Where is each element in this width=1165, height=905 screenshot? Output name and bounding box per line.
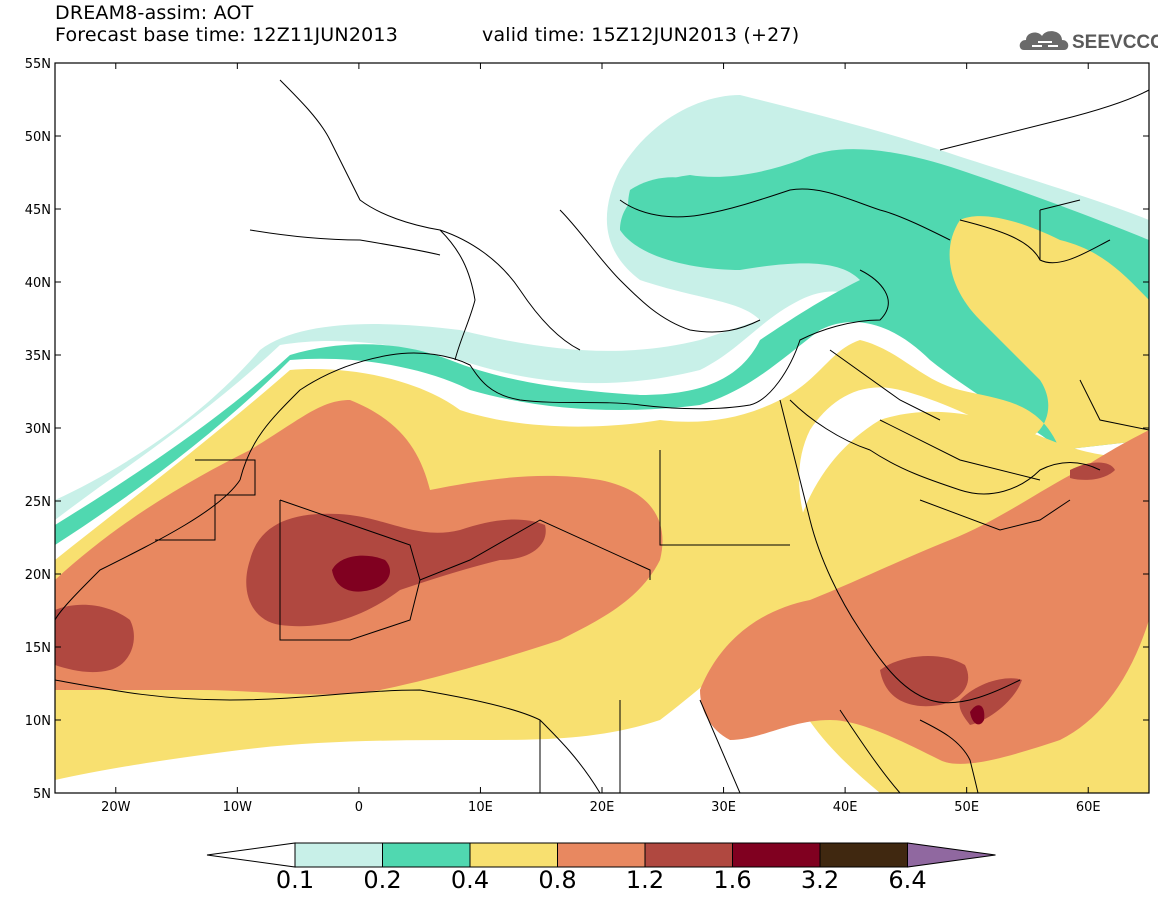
lat-label: 30N <box>25 422 51 437</box>
valid-time: valid time: 15Z12JUN2013 (+27) <box>482 24 800 46</box>
lat-label: 5N <box>33 787 51 802</box>
logo-text: SEEVCCC <box>1072 32 1158 53</box>
colorbar-label: 0.4 <box>450 866 490 894</box>
aot-contour-1.2-west <box>55 604 134 673</box>
aot-contour-1.6 <box>332 555 390 592</box>
forecast-base-time: Forecast base time: 12Z11JUN2013 <box>55 24 398 46</box>
lon-label: 40E <box>833 800 858 815</box>
chart-title: DREAM8-assim: AOT <box>55 2 254 24</box>
aot-contour-1.2-yemen <box>880 655 969 707</box>
lat-label: 15N <box>25 641 51 656</box>
lon-label: 10W <box>223 800 253 815</box>
colorbar-label: 1.2 <box>625 866 665 894</box>
aot-contour-0.2 <box>55 149 1149 545</box>
aot-contour-1.2 <box>246 513 546 627</box>
lat-label: 20N <box>25 568 51 583</box>
lat-axis: 55N 50N 45N 40N 35N 30N 25N 20N 15N 10N 5N <box>25 57 1149 802</box>
lon-label: 20E <box>590 800 615 815</box>
lon-label: 50E <box>954 800 979 815</box>
colorbar-label: 0.1 <box>275 866 315 894</box>
lat-label: 45N <box>25 203 51 218</box>
lon-label: 30E <box>711 800 736 815</box>
lon-label: 0 <box>355 800 363 815</box>
colorbar-label: 6.4 <box>888 866 927 894</box>
colorbar-label: 1.6 <box>713 866 752 894</box>
lon-label: 60E <box>1076 800 1101 815</box>
seevccc-logo: SEEVCCC <box>1019 31 1158 53</box>
lat-label: 50N <box>25 130 51 145</box>
lat-label: 25N <box>25 495 51 510</box>
aot-contour-0.2-balkans <box>628 177 729 250</box>
lat-label: 10N <box>25 714 51 729</box>
lon-label: 10E <box>468 800 493 815</box>
colorbar-label: 3.2 <box>800 866 840 894</box>
lat-label: 40N <box>25 276 51 291</box>
lat-label: 35N <box>25 349 51 364</box>
aot-contour-0.8-east <box>700 430 1149 764</box>
colorbar-label: 0.8 <box>538 866 577 894</box>
colorbar-label: 0.2 <box>363 866 402 894</box>
lon-label: 20W <box>101 800 131 815</box>
coastlines <box>55 79 1149 793</box>
lat-label: 55N <box>25 57 51 72</box>
aot-field <box>55 63 1149 793</box>
lon-axis: 20W 10W 0 10E 20E 30E 40E 50E 60E <box>101 63 1101 815</box>
